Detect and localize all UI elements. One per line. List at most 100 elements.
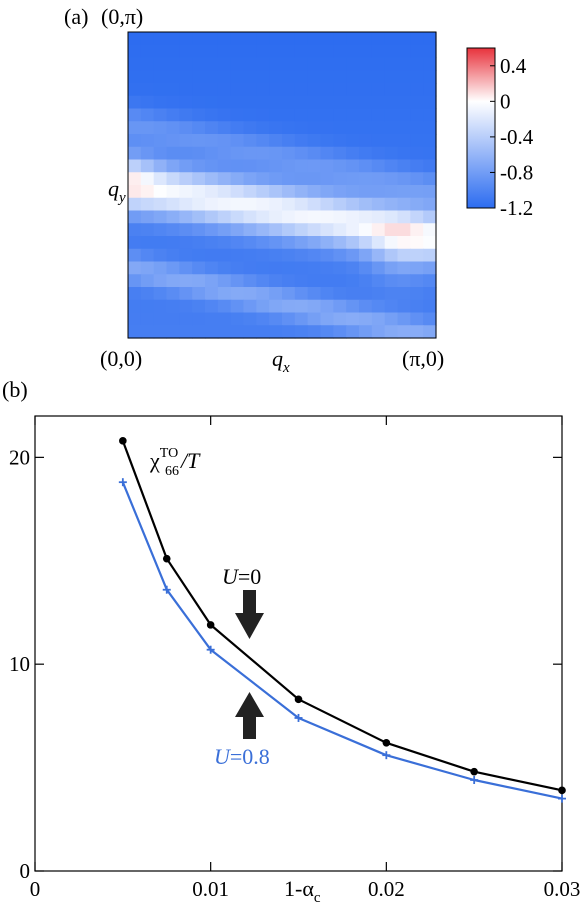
heatmap-cell — [294, 95, 309, 110]
heatmap-cell — [294, 172, 309, 186]
heatmap-cell — [423, 108, 437, 122]
heatmap-cell — [384, 287, 399, 301]
heatmap-cell — [269, 95, 283, 110]
heatmap-cell — [423, 57, 437, 71]
heatmap-cell — [397, 108, 411, 122]
heatmap-cell — [192, 325, 206, 339]
heatmap-cell — [282, 223, 296, 237]
heatmap-cell — [282, 32, 296, 46]
heatmap-cell — [371, 95, 386, 110]
heatmap-cell — [359, 236, 373, 250]
heatmap-cell — [384, 223, 399, 237]
heatmap-cell — [230, 274, 245, 288]
heatmap-cell — [320, 185, 334, 199]
heatmap-cell — [294, 83, 309, 97]
heatmap-cell — [166, 108, 180, 122]
heatmap-cell — [243, 172, 257, 186]
heatmap-cell — [217, 70, 232, 84]
heatmap-cell — [166, 274, 180, 288]
heatmap-cell — [282, 172, 296, 186]
heatmap-cell — [230, 197, 245, 212]
heatmap-cell — [230, 108, 245, 122]
heatmap-cell — [243, 274, 257, 288]
heatmap-cell — [140, 108, 155, 122]
heatmap-cell — [282, 159, 296, 173]
heatmap-cell — [397, 159, 411, 173]
heatmap-cell — [243, 108, 257, 122]
heatmap-cell — [333, 146, 347, 161]
heatmap-cell — [217, 287, 232, 301]
heatmap-cell — [179, 261, 193, 275]
heatmap-cell — [333, 261, 347, 275]
heatmap-cell — [256, 223, 270, 237]
heatmap-cell — [397, 57, 411, 71]
heatmap-cell — [128, 261, 142, 275]
heatmap-cell — [423, 32, 437, 46]
corner-label-bottom-right: (π,0) — [402, 346, 444, 371]
data-point-u08 — [118, 478, 127, 487]
heatmap-cell — [243, 121, 257, 135]
heatmap-cell — [256, 95, 270, 110]
heatmap-cell — [230, 299, 245, 314]
heatmap-cell — [128, 159, 142, 173]
heatmap-cell — [256, 108, 270, 122]
heatmap-cell — [243, 325, 257, 339]
heatmap-cell — [153, 172, 168, 186]
heatmap-cell — [256, 312, 270, 326]
heatmap-cell — [294, 287, 309, 301]
heatmap-cell — [230, 134, 245, 148]
heatmap-cell — [346, 32, 360, 46]
heatmap-cell — [140, 121, 155, 135]
heatmap-cell — [410, 134, 424, 148]
heatmap-cell — [243, 159, 257, 173]
heatmap-cell — [307, 83, 322, 97]
heatmap-cell — [346, 108, 360, 122]
heatmap-cell — [384, 325, 399, 339]
heatmap-cell — [410, 32, 424, 46]
heatmap-cell — [397, 248, 411, 263]
heatmap-cell — [359, 70, 373, 84]
y-tick-label: 0 — [20, 859, 31, 883]
heatmap-cell — [282, 287, 296, 301]
heatmap-cell — [166, 185, 180, 199]
heatmap-cell — [410, 108, 424, 122]
heatmap-cell — [128, 312, 142, 326]
heatmap-cell — [269, 32, 283, 46]
heatmap-cell — [333, 83, 347, 97]
heatmap-cell — [371, 44, 386, 59]
heatmap-cell — [294, 248, 309, 263]
heatmap-cell — [243, 95, 257, 110]
heatmap-cell — [256, 248, 270, 263]
heatmap-cell — [153, 223, 168, 237]
heatmap-cell — [192, 312, 206, 326]
heatmap-cell — [371, 299, 386, 314]
heatmap-cell — [230, 248, 245, 263]
heatmap-cell — [410, 146, 424, 161]
heatmap-cell — [371, 287, 386, 301]
heatmap-cell — [243, 299, 257, 314]
heatmap-cell — [282, 70, 296, 84]
heatmap-cell — [294, 57, 309, 71]
heatmap-cell — [333, 185, 347, 199]
heatmap-cell — [346, 274, 360, 288]
heatmap-cell — [307, 57, 322, 71]
heatmap-cell — [307, 70, 322, 84]
heatmap-cell — [217, 223, 232, 237]
heatmap-cell — [333, 312, 347, 326]
heatmap-cell — [346, 299, 360, 314]
heatmap-cell — [269, 108, 283, 122]
heatmap-cell — [230, 146, 245, 161]
heatmap-cell — [333, 95, 347, 110]
heatmap-cell — [217, 146, 232, 161]
heatmap-cell — [256, 70, 270, 84]
heatmap-cell — [179, 325, 193, 339]
heatmap-cell — [294, 159, 309, 173]
heatmap-cell — [205, 210, 219, 224]
heatmap-cell — [294, 236, 309, 250]
heatmap-cell — [346, 134, 360, 148]
heatmap-cell — [153, 83, 168, 97]
heatmap-cell — [397, 95, 411, 110]
x-tick-label: 0 — [30, 877, 41, 901]
heatmap-cell — [269, 185, 283, 199]
heatmap-cell — [179, 83, 193, 97]
